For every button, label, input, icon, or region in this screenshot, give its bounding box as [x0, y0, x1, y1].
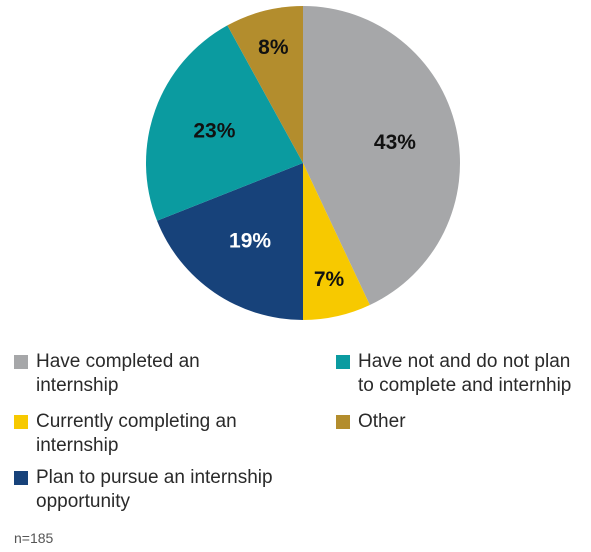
- legend-item-have-completed: Have completed an internship: [14, 350, 274, 398]
- legend-item-have-not-and-do-not-plan: Have not and do not plan to complete and…: [336, 350, 591, 398]
- legend-label: Have not and do not plan to complete and…: [358, 351, 572, 396]
- sample-size-note: n=185: [14, 530, 54, 546]
- pie-chart: 43% 7% 19% 23% 8%: [145, 5, 461, 320]
- pie-slice: [145, 25, 303, 221]
- legend-label: Plan to pursue an internship opportunity: [36, 467, 273, 512]
- pie-slice: [227, 6, 303, 163]
- legend-swatch: [14, 355, 28, 369]
- legend-swatch: [336, 355, 350, 369]
- pie-slice: [157, 163, 303, 320]
- slice-label: 19%: [229, 229, 271, 252]
- legend-item-currently-completing: Currently completing an internship: [14, 410, 274, 458]
- slice-label: 7%: [314, 268, 345, 291]
- slice-label: 8%: [258, 36, 289, 59]
- legend-label: Have completed an internship: [36, 351, 200, 396]
- legend-item-other: Other: [336, 410, 536, 434]
- slice-label: 43%: [374, 131, 416, 154]
- legend-swatch: [14, 415, 28, 429]
- legend-swatch: [336, 415, 350, 429]
- legend-label: Currently completing an internship: [36, 411, 237, 456]
- pie-slice: [303, 163, 370, 320]
- legend-swatch: [14, 471, 28, 485]
- legend-label: Other: [358, 411, 406, 432]
- pie-slice: [303, 5, 461, 306]
- legend-item-plan-to-pursue: Plan to pursue an internship opportunity: [14, 466, 304, 514]
- slice-label: 23%: [193, 120, 235, 143]
